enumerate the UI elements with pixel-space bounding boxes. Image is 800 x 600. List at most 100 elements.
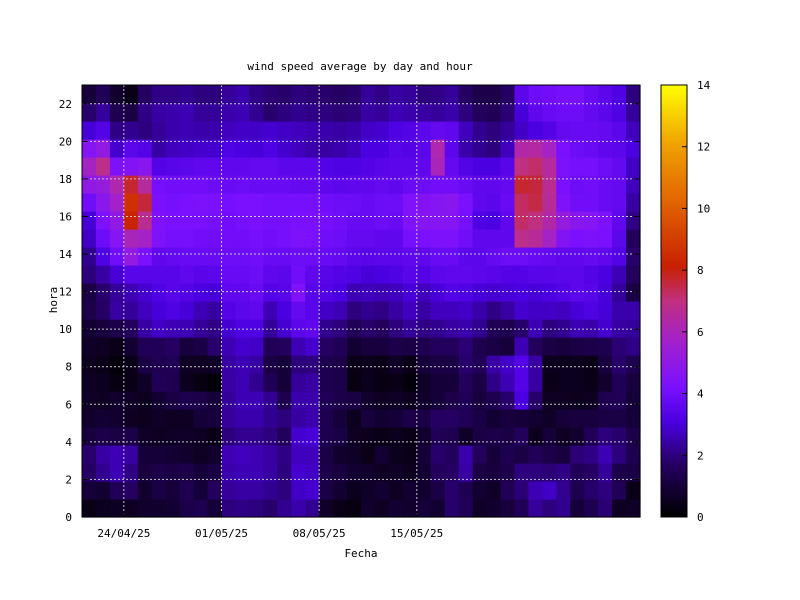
heatmap-cell: [514, 463, 529, 482]
heatmap-cell: [277, 427, 292, 446]
heatmap-cell: [137, 301, 153, 320]
heatmap-cell: [305, 121, 320, 140]
heatmap-cell: [528, 427, 543, 446]
heatmap-cell: [347, 445, 362, 464]
heatmap-cell: [556, 139, 571, 158]
heatmap-cell: [542, 481, 557, 500]
heatmap-cell: [137, 121, 153, 140]
heatmap-cell: [361, 373, 376, 392]
heatmap-cell: [542, 139, 557, 158]
heatmap-cell: [570, 121, 585, 140]
heatmap-cell: [235, 373, 250, 392]
heatmap-cell: [137, 283, 153, 302]
heatmap-cell: [151, 157, 167, 176]
heatmap-cell: [584, 157, 599, 176]
heatmap-cell: [179, 121, 195, 140]
heatmap-cell: [472, 463, 488, 482]
heatmap-cell: [263, 157, 278, 176]
heatmap-cell: [82, 445, 97, 464]
heatmap-cell: [305, 211, 320, 230]
heatmap-cell: [542, 175, 557, 194]
heatmap-cell: [388, 301, 404, 320]
heatmap-cell: [570, 229, 585, 248]
heatmap-cell: [416, 499, 432, 518]
heatmap-cell: [598, 85, 613, 104]
heatmap-cell: [193, 193, 209, 212]
heatmap-cell: [416, 157, 432, 176]
heatmap-cell: [444, 193, 460, 212]
heatmap-cell: [430, 85, 446, 104]
heatmap-cell: [528, 481, 543, 500]
heatmap-cell: [221, 247, 237, 266]
heatmap-cell: [388, 157, 404, 176]
heatmap-cell: [444, 499, 460, 518]
heatmap-cell: [626, 463, 641, 482]
heatmap-cell: [137, 85, 153, 104]
heatmap-cell: [570, 85, 585, 104]
heatmap-cell: [165, 355, 181, 374]
heatmap-cell: [458, 373, 474, 392]
heatmap-cell: [221, 103, 237, 122]
heatmap-cell: [137, 481, 153, 500]
heatmap-cell: [347, 103, 362, 122]
heatmap-cell: [500, 103, 516, 122]
y-tick-label: 12: [59, 286, 72, 299]
heatmap-cell: [612, 139, 627, 158]
heatmap-cell: [528, 139, 543, 158]
heatmap-cell: [151, 409, 167, 428]
heatmap-cell: [416, 301, 432, 320]
heatmap-cell: [584, 409, 599, 428]
heatmap-cell: [584, 283, 599, 302]
heatmap-cell: [263, 283, 278, 302]
heatmap-cell: [598, 301, 613, 320]
heatmap-cell: [444, 319, 460, 338]
heatmap-cell: [82, 427, 97, 446]
heatmap-cell: [444, 139, 460, 158]
heatmap-cell: [263, 301, 278, 320]
heatmap-cell: [458, 427, 474, 446]
heatmap-cell: [514, 445, 529, 464]
heatmap-cell: [291, 499, 306, 518]
heatmap-cell: [221, 211, 237, 230]
heatmap-cell: [584, 139, 599, 158]
heatmap-cell: [347, 157, 362, 176]
heatmap-cell: [514, 139, 529, 158]
heatmap-cell: [500, 463, 516, 482]
heatmap-cell: [151, 445, 167, 464]
heatmap-cell: [556, 265, 571, 284]
heatmap-cell: [319, 409, 334, 428]
heatmap-cell: [151, 283, 167, 302]
heatmap-cell: [347, 337, 362, 356]
heatmap-cell: [249, 427, 264, 446]
heatmap-cell: [249, 139, 264, 158]
heatmap-cell: [500, 481, 516, 500]
heatmap-cell: [500, 499, 516, 518]
heatmap-cell: [598, 427, 613, 446]
heatmap-cell: [319, 265, 334, 284]
heatmap-cell: [542, 319, 557, 338]
heatmap-cell: [374, 499, 390, 518]
heatmap-cell: [319, 391, 334, 410]
heatmap-cell: [458, 499, 474, 518]
heatmap-cell: [249, 481, 264, 500]
heatmap-cell: [612, 193, 627, 212]
heatmap-cell: [500, 247, 516, 266]
y-tick-label: 14: [59, 248, 73, 261]
heatmap-cell: [165, 463, 181, 482]
heatmap-cell: [249, 211, 264, 230]
heatmap-cell: [626, 85, 641, 104]
heatmap-cell: [556, 193, 571, 212]
heatmap-cell: [374, 427, 390, 446]
heatmap-cell: [402, 391, 418, 410]
heatmap-cell: [626, 157, 641, 176]
heatmap-cell: [123, 229, 139, 248]
heatmap-cell: [542, 193, 557, 212]
heatmap-cell: [193, 103, 209, 122]
heatmap-cell: [458, 409, 474, 428]
heatmap-cell: [388, 391, 404, 410]
heatmap-cell: [123, 85, 139, 104]
heatmap-cell: [151, 373, 167, 392]
heatmap-cell: [570, 211, 585, 230]
x-axis-ticks: 24/04/25 01/05/25 08/05/25 15/05/25: [97, 511, 443, 540]
heatmap-cell: [458, 229, 474, 248]
